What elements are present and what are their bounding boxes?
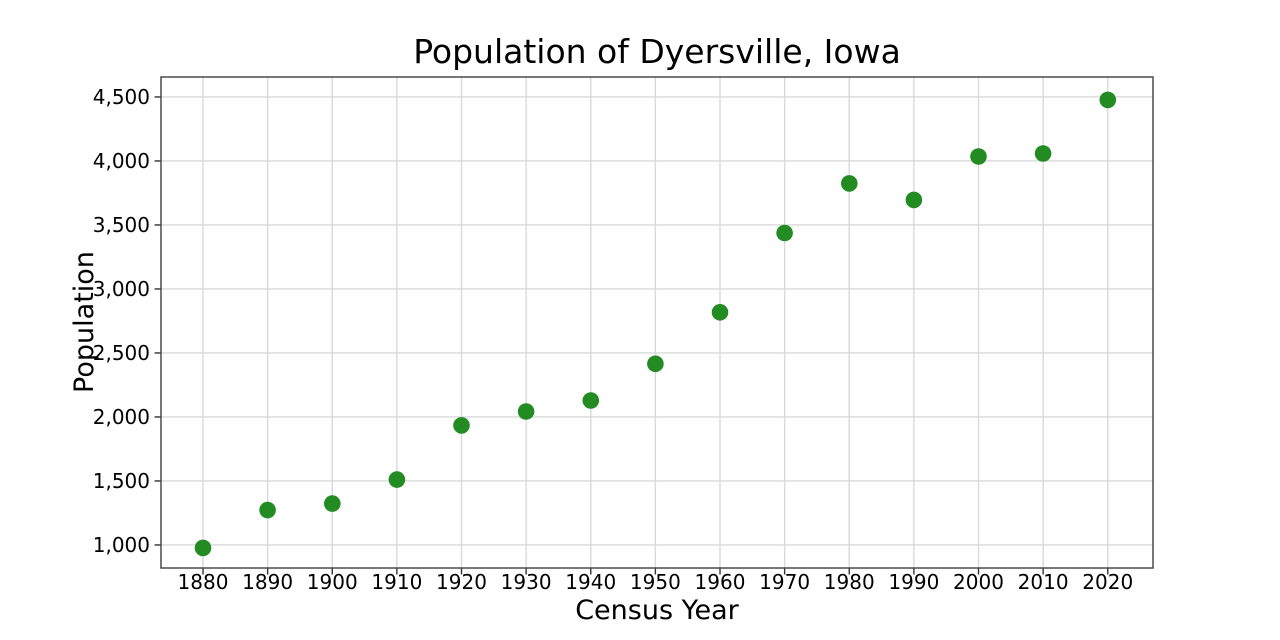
x-tick-label: 1880: [178, 570, 229, 594]
data-point: [194, 539, 212, 557]
y-tick-label: 1,000: [93, 533, 150, 557]
axis-tick-labels: 1880 1890 1900 1910 1920 1930 1940 1950 1960 1970…: [93, 85, 1133, 594]
x-axis-label: Census Year: [575, 595, 739, 626]
y-axis-label: Population: [69, 251, 100, 393]
data-point: [582, 392, 600, 409]
x-tick-label: 1920: [436, 570, 487, 594]
data-point: [841, 175, 858, 192]
data-point: [1034, 145, 1052, 162]
x-tick-label: 2000: [953, 570, 1004, 594]
chart-title: Population of Dyersville, Iowa: [413, 32, 901, 71]
x-tick-label: 1930: [501, 570, 552, 594]
x-tick-label: 1990: [888, 570, 939, 594]
plot-border: [160, 76, 1154, 569]
data-point: [453, 417, 470, 434]
x-tick-label: 2020: [1082, 570, 1133, 594]
y-tick-label: 1,500: [93, 469, 150, 493]
data-point: [711, 304, 729, 321]
data-point: [259, 501, 276, 519]
gridlines: [161, 77, 1153, 568]
x-tick-label: 1980: [824, 570, 875, 594]
axis-tick-marks: [154, 96, 1109, 575]
data-point: [776, 224, 793, 242]
data-point: [970, 148, 987, 165]
x-tick-label: 1970: [759, 570, 810, 594]
data-point: [905, 191, 923, 209]
y-tick-label: 4,500: [93, 85, 150, 109]
y-tick-label: 4,000: [93, 149, 150, 173]
data-point: [324, 495, 341, 512]
x-tick-label: 1910: [371, 570, 422, 594]
x-tick-label: 1940: [565, 570, 616, 594]
x-tick-label: 1950: [630, 570, 681, 594]
y-tick-label: 3,000: [93, 277, 150, 301]
data-points: [194, 91, 1117, 557]
data-point: [388, 471, 406, 488]
x-tick-label: 1900: [307, 570, 358, 594]
y-tick-label: 2,000: [93, 405, 150, 429]
y-tick-label: 3,500: [93, 213, 150, 237]
data-point: [647, 355, 664, 373]
x-tick-label: 1890: [242, 570, 293, 594]
x-tick-label: 1960: [695, 570, 746, 594]
data-point: [517, 403, 535, 420]
data-point: [1099, 91, 1117, 109]
y-tick-label: 2,500: [93, 341, 150, 365]
x-tick-label: 2010: [1018, 570, 1069, 594]
